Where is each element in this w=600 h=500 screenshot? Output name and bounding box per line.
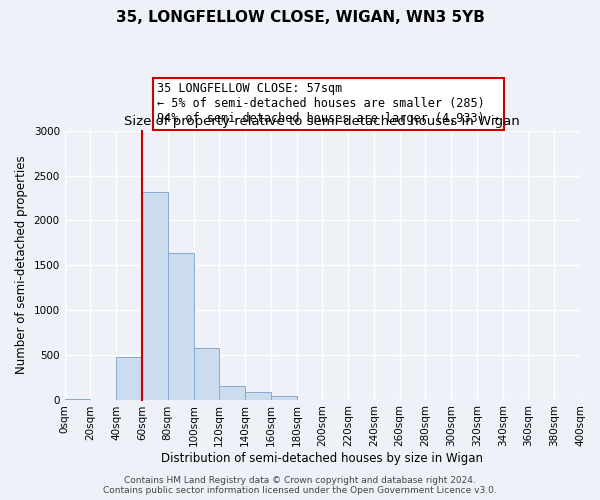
- Bar: [193, 348, 219, 400]
- Bar: [168, 254, 193, 400]
- Bar: [65, 398, 91, 400]
- Bar: [142, 192, 168, 400]
- X-axis label: Distribution of semi-detached houses by size in Wigan: Distribution of semi-detached houses by …: [161, 452, 484, 465]
- Title: Size of property relative to semi-detached houses in Wigan: Size of property relative to semi-detach…: [124, 115, 520, 128]
- Bar: [271, 396, 296, 400]
- Text: 35, LONGFELLOW CLOSE, WIGAN, WN3 5YB: 35, LONGFELLOW CLOSE, WIGAN, WN3 5YB: [116, 10, 484, 25]
- Y-axis label: Number of semi-detached properties: Number of semi-detached properties: [15, 156, 28, 374]
- Bar: [245, 392, 271, 400]
- Bar: [219, 386, 245, 400]
- Bar: [116, 356, 142, 400]
- Text: Contains HM Land Registry data © Crown copyright and database right 2024.
Contai: Contains HM Land Registry data © Crown c…: [103, 476, 497, 495]
- Text: 35 LONGFELLOW CLOSE: 57sqm
← 5% of semi-detached houses are smaller (285)
94% of: 35 LONGFELLOW CLOSE: 57sqm ← 5% of semi-…: [157, 82, 499, 126]
